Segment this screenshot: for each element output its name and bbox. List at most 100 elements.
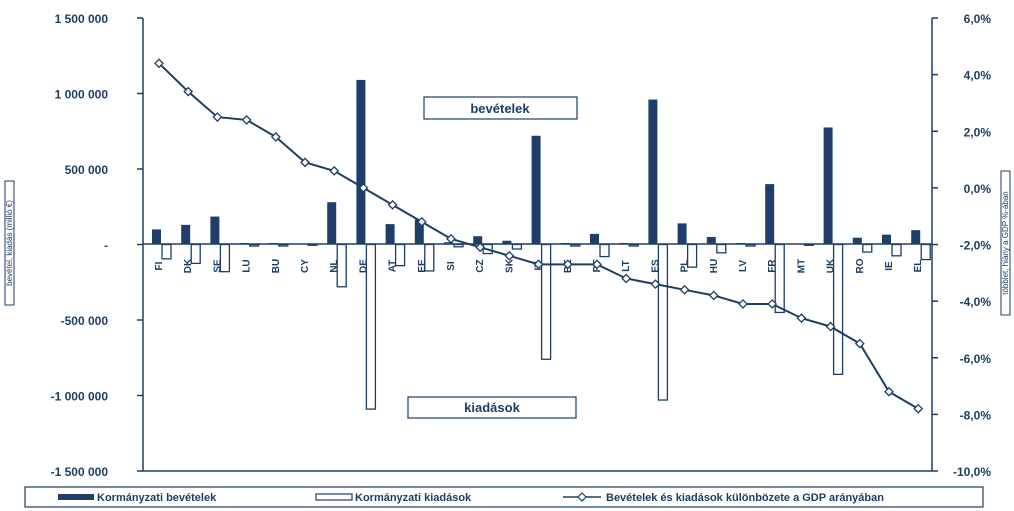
bar-series	[152, 79, 931, 410]
expenditure-bar-lt	[628, 243, 639, 247]
gdp-point-at	[387, 199, 398, 210]
expenditure-bar-hu	[716, 243, 727, 254]
category-label: SI	[446, 261, 457, 271]
left-tick-label: -500 000	[61, 314, 109, 328]
gdp-point-mt	[796, 313, 807, 324]
gdp-point-uk	[825, 321, 836, 332]
left-axis-label: bevétel, kiadás (millió €)	[5, 200, 14, 286]
expenditure-bar-fr	[774, 243, 785, 314]
expenditure-bar-dk	[190, 243, 201, 265]
revenue-bar-hu	[706, 236, 716, 245]
right-axis-ticks: 6,0% 4,0% 2,0% 0,0% -2,0% -4,0% -6,0% -8,0% -10,…	[932, 12, 991, 479]
revenue-bar-be	[560, 242, 570, 245]
gdp-point-nl	[329, 165, 340, 176]
expenditure-bar-bu	[278, 243, 289, 247]
right-axis-title: többlet, hiány a GDP %-ában	[1000, 170, 1011, 316]
gdp-point-fr	[767, 299, 778, 309]
category-labels: FIDKSELUBUCYNLDEATEESICZSKITBEPTLTESPLHU…	[154, 258, 924, 273]
legend-swatch-expenditures	[315, 493, 353, 501]
category-label: LU	[242, 259, 253, 272]
revenue-bar-pl	[677, 223, 687, 245]
expenditure-bar-de	[365, 243, 377, 410]
expenditure-bar-pt	[599, 243, 610, 258]
expenditure-bar-fi	[161, 243, 172, 260]
revenue-bar-ro	[852, 237, 862, 245]
revenue-bar-si	[444, 242, 453, 245]
right-tick-label: 0,0%	[964, 182, 992, 196]
category-label: EL	[913, 260, 924, 273]
gdp-point-hu	[708, 290, 719, 301]
revenue-bar-se	[210, 216, 220, 245]
expenditure-bar-se	[219, 243, 231, 273]
right-tick-label: -2,0%	[960, 239, 992, 253]
category-label: FR	[767, 259, 778, 273]
expenditure-bar-lv	[745, 243, 756, 247]
legend-swatch-revenues	[58, 494, 94, 500]
revenue-bar-pt	[590, 233, 599, 245]
legend-label-gdp: Bevételek és kiadások különbözete a GDP …	[606, 492, 884, 504]
gdp-point-fi	[154, 58, 164, 69]
gdp-line-series	[154, 58, 924, 414]
annotation-expenditures-label: kiadások	[464, 400, 520, 415]
revenue-bar-el	[911, 230, 921, 245]
expenditure-bar-mt	[803, 243, 815, 246]
left-axis-ticks: 1 500 000 1 000 000 500 000 - -500 000 -1 000…	[51, 12, 143, 479]
category-label: LT	[621, 260, 632, 271]
revenue-bar-mt	[794, 243, 804, 245]
category-label: IE	[884, 261, 895, 271]
expenditure-bar-nl	[336, 243, 347, 288]
expenditure-bar-cy	[307, 243, 318, 246]
left-axis-title: bevétel, kiadás (millió €)	[4, 180, 15, 306]
right-tick-label: -4,0%	[960, 295, 992, 309]
category-label: SK	[504, 258, 515, 273]
expenditure-bar-at	[394, 243, 406, 267]
expenditure-bar-ee	[424, 243, 435, 272]
category-label: RO	[855, 258, 866, 273]
expenditure-bar-pl	[686, 243, 698, 268]
revenue-bar-it	[531, 135, 541, 245]
gdp-point-si	[446, 233, 456, 244]
left-tick-label: -1 000 000	[51, 390, 109, 404]
right-axis-label: többlet, hiány a GDP %-ában	[1001, 191, 1010, 294]
category-label: DK	[183, 258, 194, 273]
revenue-bar-de	[356, 79, 366, 245]
gdp-point-it	[533, 259, 544, 270]
revenue-bar-fr	[765, 184, 775, 245]
expenditure-bar-el	[920, 243, 931, 261]
expenditure-bar-uk	[832, 243, 844, 376]
right-tick-label: -8,0%	[960, 408, 992, 422]
annotation-revenues-label: bevételek	[470, 101, 530, 116]
category-label: CY	[300, 259, 311, 273]
annotation-expenditures: kiadások	[407, 396, 577, 419]
gdp-point-se	[212, 112, 223, 123]
category-label: ES	[650, 259, 661, 273]
revenue-bar-es	[648, 99, 658, 245]
expenditure-bar-lu	[248, 243, 260, 247]
revenue-bar-lt	[619, 242, 629, 245]
expenditure-bar-es	[657, 243, 669, 401]
gdp-point-ee	[416, 216, 427, 227]
gdp-point-sk	[504, 250, 515, 261]
category-label: HU	[709, 259, 720, 273]
gdp-point-es	[650, 279, 661, 290]
gdp-point-cy	[300, 157, 310, 168]
revenue-bar-cy	[298, 243, 307, 245]
right-tick-label: -10,0%	[953, 465, 991, 479]
category-label: EE	[417, 259, 428, 273]
gdp-point-bu	[270, 131, 281, 142]
expenditure-bar-be	[570, 243, 581, 247]
expenditure-bar-ro	[862, 243, 873, 253]
gdp-point-lu	[241, 115, 252, 125]
revenue-bar-cz	[473, 236, 483, 245]
category-label: LV	[738, 260, 749, 272]
gdp-point-be	[562, 259, 573, 270]
gdp-point-cz	[475, 242, 486, 253]
revenue-bar-ie	[882, 234, 891, 245]
annotation-revenues: bevételek	[423, 96, 578, 120]
revenue-bar-nl	[327, 202, 337, 245]
expenditure-bar-si	[453, 243, 464, 248]
category-label: PL	[680, 260, 691, 273]
left-tick-label: -1 500 000	[51, 465, 109, 479]
left-tick-label: 1 500 000	[55, 12, 109, 26]
category-label: BU	[271, 259, 282, 273]
